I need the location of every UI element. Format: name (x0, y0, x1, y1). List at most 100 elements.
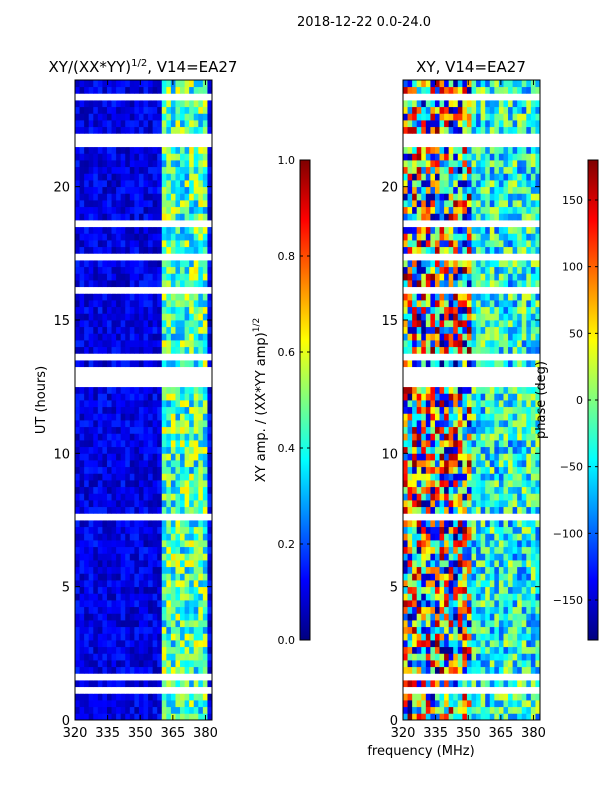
heatmap-a-cell (198, 413, 204, 421)
heatmap-a-cell (102, 713, 108, 720)
heatmap-a-cell (111, 320, 117, 328)
heatmap-b-cell (412, 593, 418, 601)
heatmap-b-cell (434, 440, 440, 448)
heatmap-b-cell (512, 466, 518, 474)
heatmap-a-cell (102, 600, 108, 608)
heatmap-a-cell (134, 186, 140, 194)
heatmap-a-cell (116, 420, 122, 428)
heatmap-a-cell (134, 86, 140, 94)
heatmap-a-cell (198, 440, 204, 448)
heatmap-b-cell (466, 306, 472, 314)
heatmap-b-cell (466, 453, 472, 461)
heatmap-a-cell (143, 566, 149, 574)
heatmap-a-cell (148, 220, 154, 228)
heatmap-a-cell (116, 166, 122, 174)
heatmap-b-cell (508, 360, 513, 368)
heatmap-a-cell (125, 133, 131, 141)
heatmap-a-cell (138, 680, 144, 688)
heatmap-a-cell (93, 573, 99, 581)
heatmap-a-cell (148, 200, 154, 208)
heatmap-a-cell (84, 520, 90, 528)
heatmap-a-cell (97, 100, 103, 108)
heatmap-a-cell (125, 633, 131, 641)
heatmap-b-cell (453, 446, 459, 454)
heatmap-a-cell (170, 553, 176, 561)
heatmap-a-cell (111, 680, 117, 688)
heatmap-b-cell (453, 606, 459, 614)
heatmap-b-cell (530, 580, 536, 588)
heatmap-b-cell (485, 286, 491, 294)
heatmap-a-cell (193, 526, 199, 534)
heatmap-b-cell (448, 426, 454, 434)
heatmap-a-cell (166, 206, 172, 214)
heatmap-a-cell (116, 653, 122, 661)
heatmap-a-cell (116, 713, 122, 720)
heatmap-a-cell (111, 226, 117, 234)
heatmap-a-cell (79, 706, 85, 714)
heatmap-b-cell (485, 533, 491, 541)
heatmap-a-cell (138, 506, 144, 514)
heatmap-a-cell (152, 546, 158, 554)
heatmap-a-cell (189, 580, 195, 588)
heatmap-b-cell (526, 626, 532, 634)
heatmap-a-cell (193, 166, 199, 174)
heatmap-b-cell (434, 340, 440, 348)
heatmap-a-cell (138, 173, 144, 181)
heatmap-b-cell (430, 626, 436, 634)
heatmap-b-cell (485, 573, 491, 581)
heatmap-b-cell (476, 673, 482, 681)
heatmap-b-cell (485, 386, 491, 394)
heatmap-a-cell (88, 340, 94, 348)
heatmap-a-cell (116, 140, 122, 148)
heatmap-a-cell (157, 246, 163, 254)
heatmap-b-cell (517, 426, 523, 434)
heatmap-b-cell (430, 346, 436, 354)
heatmap-a-cell (138, 466, 144, 474)
heatmap-b-cell (512, 566, 518, 574)
heatmap-b-cell (453, 526, 459, 534)
heatmap-a-cell (157, 233, 163, 241)
heatmap-a-cell (129, 480, 135, 488)
heatmap-a-cell (157, 700, 163, 708)
heatmap-a-cell (207, 666, 212, 674)
heatmap-a-cell (84, 213, 90, 221)
heatmap-b-cell (466, 486, 472, 494)
heatmap-b-cell (471, 600, 477, 608)
heatmap-a-cell (134, 286, 140, 294)
heatmap-b-cell (494, 266, 500, 274)
heatmap-b-cell (466, 440, 472, 448)
heatmap-a-cell (75, 433, 80, 441)
heatmap-b-cell (448, 346, 454, 354)
heatmap-a-cell (180, 120, 185, 128)
heatmap-a-cell (129, 353, 135, 361)
heatmap-b-cell (485, 566, 491, 574)
heatmap-b-cell (521, 293, 527, 301)
heatmap-a-cell (134, 166, 140, 174)
heatmap-a-cell (88, 506, 94, 514)
heatmap-b-cell (462, 680, 468, 688)
heatmap-b-cell (526, 280, 532, 288)
heatmap-a-cell (88, 360, 94, 368)
heatmap-b-cell (457, 433, 463, 441)
heatmap-b-cell (416, 400, 422, 408)
heatmap-b-cell (444, 326, 450, 334)
heatmap-b-cell (530, 573, 536, 581)
heatmap-b-cell (517, 613, 523, 621)
heatmap-a-cell (189, 626, 195, 634)
heatmap-b-cell (403, 273, 408, 281)
heatmap-a-cell (106, 600, 112, 608)
heatmap-a-cell (120, 706, 126, 714)
heatmap-a-cell (75, 340, 80, 348)
heatmap-b-cell (453, 273, 459, 281)
heatmap-a-cell (93, 566, 99, 574)
heatmap-a-cell (193, 293, 199, 301)
heatmap-a-cell (152, 193, 158, 201)
heatmap-b-cell (416, 320, 422, 328)
heatmap-b-cell (412, 393, 418, 401)
heatmap-a-cell (129, 653, 135, 661)
heatmap-b-cell (462, 593, 468, 601)
heatmap-a-cell (193, 560, 199, 568)
heatmap-b-cell (476, 680, 482, 688)
heatmap-b-cell (485, 346, 491, 354)
heatmap-a-cell (138, 713, 144, 720)
